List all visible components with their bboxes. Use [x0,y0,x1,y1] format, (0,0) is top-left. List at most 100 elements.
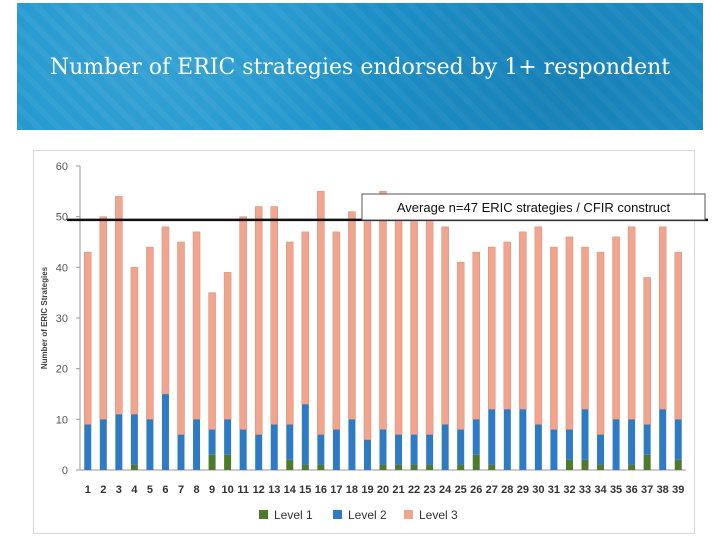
x-tick-label: 21 [392,484,404,496]
x-tick-label: 26 [470,484,482,496]
y-tick-label: 40 [56,262,68,274]
bar-segment-level-3 [550,246,558,430]
bar-segment-level-3 [643,277,651,425]
bar-segment-level-2 [332,429,340,470]
bar-segment-level-3 [425,221,434,435]
x-tick-label: 24 [439,484,452,496]
bar-segment-level-2 [534,424,542,470]
bar-segment-level-2 [395,434,403,465]
bar-segment-level-2 [270,424,278,470]
bar-segment-level-3 [208,292,216,430]
x-tick-label: 14 [284,484,297,496]
x-tick-label: 34 [594,484,607,496]
bar-segment-level-3 [612,236,620,420]
bar-segment-level-3 [332,231,341,430]
bar-segment-level-1 [286,459,294,470]
bar-segment-level-3 [301,231,310,405]
bar-segment-level-3 [410,221,418,435]
bar-segment-level-3 [254,206,263,435]
x-tick-label: 11 [237,484,249,496]
bar-segment-level-3 [84,251,92,425]
bar-segment-level-3 [472,251,480,420]
x-tick-label: 12 [253,484,265,496]
bar-segment-level-2 [581,409,589,460]
bar-segment-level-3 [239,216,247,430]
bar-segment-level-2 [99,419,107,470]
bar-segment-level-2 [426,434,434,465]
bar-segment-level-2 [674,419,682,460]
bar-segment-level-2 [348,419,356,470]
bar-segment-level-2 [363,439,371,470]
y-tick-label: 30 [56,313,68,325]
bar-segment-level-2 [84,424,92,470]
bar-segment-level-1 [130,464,138,470]
x-tick-label: 7 [178,484,184,496]
bar-segment-level-1 [674,459,682,470]
bar-segment-level-3 [317,191,325,435]
bar-segment-level-2 [628,419,636,465]
bar-segment-level-2 [659,409,667,470]
x-tick-label: 32 [563,484,575,496]
bar-segment-level-2 [115,414,123,470]
x-tick-label: 33 [579,484,591,496]
legend-label: Level 1 [274,508,313,522]
bar-segment-level-3 [130,267,139,415]
bar-segment-level-3 [99,216,108,420]
bar-segment-level-2 [643,424,651,455]
x-tick-label: 20 [377,484,389,496]
x-tick-label: 23 [423,484,435,496]
bar-segment-level-3 [146,246,154,420]
x-tick-label: 9 [209,484,215,496]
x-tick-label: 27 [486,484,498,496]
slide-title: Number of ERIC strategies endorsed by 1+… [49,55,671,80]
y-tick-label: 20 [56,364,68,376]
bar-segment-level-3 [565,236,574,430]
x-tick-label: 4 [131,484,138,496]
bar-segment-level-3 [270,206,278,425]
bar-segment-level-2 [146,419,154,470]
bar-segment-level-3 [363,221,372,440]
bar-segment-level-3 [348,211,356,420]
x-tick-label: 19 [361,484,373,496]
bar-segment-level-2 [161,394,169,470]
bar-segment-level-2 [472,419,480,455]
legend-label: Level 2 [348,508,387,522]
bar-segment-level-3 [286,241,294,425]
x-tick-label: 16 [315,484,327,496]
bar-segment-level-3 [534,226,543,425]
x-tick-label: 18 [346,484,358,496]
legend-swatch [404,510,413,519]
bar-segment-level-1 [426,464,434,470]
bar-segment-level-2 [286,424,294,460]
y-tick-label: 60 [56,161,68,173]
x-tick-label: 2 [100,484,106,496]
bar-segment-level-3 [503,241,512,410]
bar-segment-level-3 [627,226,636,420]
bar-segment-level-3 [519,231,527,410]
bar-segment-level-3 [223,272,232,420]
x-tick-label: 25 [455,484,467,496]
bar-segment-level-3 [177,241,185,435]
x-tick-label: 30 [532,484,544,496]
bar-segment-level-3 [161,226,170,395]
bar-segment-level-1 [208,454,216,470]
y-tick-label: 50 [56,212,68,224]
x-tick-label: 36 [625,484,637,496]
title-banner: Number of ERIC strategies endorsed by 1+… [17,3,703,130]
bar-segment-level-3 [658,226,667,410]
legend-swatch [259,510,268,519]
x-tick-label: 8 [193,484,199,496]
bar-segment-level-2 [317,434,325,465]
bar-segment-level-3 [394,221,403,435]
x-tick-label: 5 [147,484,153,496]
x-tick-label: 10 [221,484,233,496]
bar-segment-level-1 [379,464,387,470]
x-tick-label: 1 [85,484,91,496]
bar-segment-level-3 [441,226,449,425]
bar-segment-level-2 [565,429,573,460]
bar-segment-level-2 [224,419,232,455]
bar-segment-level-1 [628,464,636,470]
x-tick-label: 17 [330,484,342,496]
x-tick-label: 28 [501,484,513,496]
